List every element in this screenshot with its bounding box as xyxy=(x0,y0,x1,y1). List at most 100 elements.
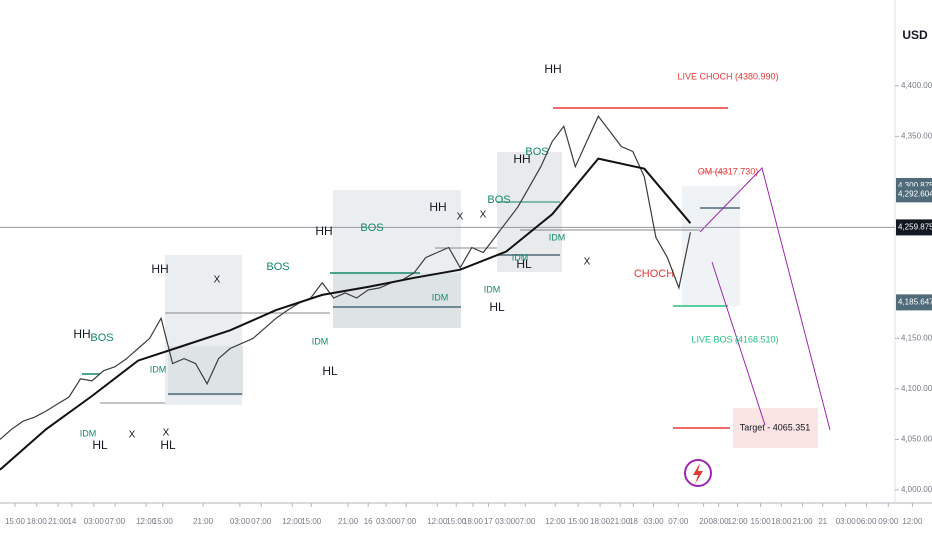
x-tick-label: 07:00 xyxy=(668,517,689,526)
annotation: HH xyxy=(73,327,90,341)
annotation: X xyxy=(163,428,170,439)
zone xyxy=(682,186,740,306)
x-tick-label: 18:00 xyxy=(771,517,792,526)
zone xyxy=(497,152,562,272)
x-tick-label: 21 xyxy=(818,517,827,526)
price-marker xyxy=(896,186,932,203)
x-tick-label: 03:00 xyxy=(495,517,516,526)
annotation: HH xyxy=(315,224,332,238)
x-tick-label: 21:00 xyxy=(793,517,814,526)
x-tick-label: 17 xyxy=(484,517,493,526)
x-tick-label: 18:00 xyxy=(590,517,611,526)
x-tick-label: 18:00 xyxy=(463,517,484,526)
series-line xyxy=(0,157,692,471)
currency-label: USD xyxy=(902,28,928,42)
x-tick-label: 15:00 xyxy=(153,517,174,526)
y-tick-label: 4,150.000 xyxy=(901,333,932,342)
x-tick-label: 12:00 xyxy=(902,517,923,526)
x-tick-label: 15:00 xyxy=(5,517,26,526)
zone xyxy=(733,408,818,448)
x-tick-label: 15:00 xyxy=(568,517,589,526)
x-tick-label: 21:00 xyxy=(338,517,359,526)
annotation: IDM xyxy=(80,428,97,438)
x-tick-label: 14 xyxy=(67,517,76,526)
annotation: BOS xyxy=(525,146,548,158)
annotation: LIVE BOS (4168.510) xyxy=(691,334,778,344)
x-tick-label: 12:00 xyxy=(427,517,448,526)
price-marker-label: 4,259.875 xyxy=(898,223,932,232)
price-marker-label: 4,300.875 xyxy=(898,181,932,190)
annotation: HL xyxy=(516,257,532,271)
y-tick-label: 4,100.000 xyxy=(901,384,932,393)
annotation: X xyxy=(214,275,221,286)
x-tick-label: 03:00 xyxy=(644,517,665,526)
x-tick-label: 16 xyxy=(364,517,373,526)
x-tick-label: 15:00 xyxy=(301,517,322,526)
annotation: IDM xyxy=(312,336,329,346)
annotation: X xyxy=(457,212,464,223)
y-tick-label: 4,000.000 xyxy=(901,485,932,494)
annotation: IDM xyxy=(549,232,566,242)
annotation: IDM xyxy=(150,364,167,374)
x-tick-label: 21:00 xyxy=(193,517,214,526)
annotation: HL xyxy=(489,300,505,314)
price-marker xyxy=(896,294,932,311)
x-tick-label: 03:00 xyxy=(376,517,397,526)
annotation-layer xyxy=(82,107,831,448)
projection xyxy=(711,261,766,426)
annotation: IDM xyxy=(484,284,501,294)
annotation: HL xyxy=(322,364,338,378)
annotation: X xyxy=(129,430,136,441)
annotation: X xyxy=(480,210,487,221)
annotation: OM (4317.730) xyxy=(698,166,759,176)
y-tick-label: 4,350.000 xyxy=(901,131,932,140)
annotation: HH xyxy=(513,152,530,166)
annotation: BOS xyxy=(266,261,289,273)
x-tick-label: 03:00 xyxy=(230,517,251,526)
x-tick-label: 15:00 xyxy=(446,517,467,526)
annotation: Target - 4065.351 xyxy=(740,422,811,432)
x-tick-label: 21:00 xyxy=(610,517,631,526)
x-tick-label: 07:00 xyxy=(396,517,417,526)
projection xyxy=(699,167,831,431)
annotation: IDM xyxy=(512,252,529,262)
annotation: BOS xyxy=(90,332,113,344)
zone xyxy=(168,346,243,396)
annotation: BOS xyxy=(360,222,383,234)
series-line xyxy=(0,115,691,440)
annotation: LIVE CHOCH (4380.990) xyxy=(677,71,778,81)
x-tick-label: 07:00 xyxy=(251,517,272,526)
annotation: HH xyxy=(429,200,446,214)
x-tick-label: 15:00 xyxy=(751,517,772,526)
x-tick-label: 18:00 xyxy=(27,517,48,526)
x-tick-label: 08:00 xyxy=(709,517,730,526)
annotation: X xyxy=(584,257,591,268)
annotation: HH xyxy=(544,62,561,76)
x-tick-label: 06:00 xyxy=(856,517,877,526)
x-tick-label: 12:00 xyxy=(728,517,749,526)
x-tick-label: 21:00 xyxy=(48,517,69,526)
annotation: HH xyxy=(151,262,168,276)
x-tick-label: 03:00 xyxy=(84,517,105,526)
annotation: CHOCH xyxy=(634,268,674,280)
x-tick-label: 07:00 xyxy=(105,517,126,526)
annotation: HL xyxy=(160,438,176,452)
x-tick-label: 12:00 xyxy=(282,517,303,526)
x-tick-label: 20 xyxy=(699,517,708,526)
price-marker xyxy=(896,219,932,236)
y-tick-label: 4,400.000 xyxy=(901,81,932,90)
annotation: BOS xyxy=(487,194,510,206)
x-tick-label: 18 xyxy=(629,517,638,526)
annotation: IDM xyxy=(432,292,449,302)
y-tick-label: 4,050.000 xyxy=(901,435,932,444)
price-marker-label: 4,185.647 xyxy=(898,297,932,306)
lightning-icon xyxy=(684,459,712,487)
x-tick-label: 12:00 xyxy=(545,517,566,526)
x-tick-label: 09:00 xyxy=(878,517,899,526)
annotation: HL xyxy=(92,438,108,452)
x-tick-label: 12:00 xyxy=(136,517,157,526)
x-tick-label: 03:00 xyxy=(836,517,857,526)
x-tick-label: 07:00 xyxy=(515,517,536,526)
